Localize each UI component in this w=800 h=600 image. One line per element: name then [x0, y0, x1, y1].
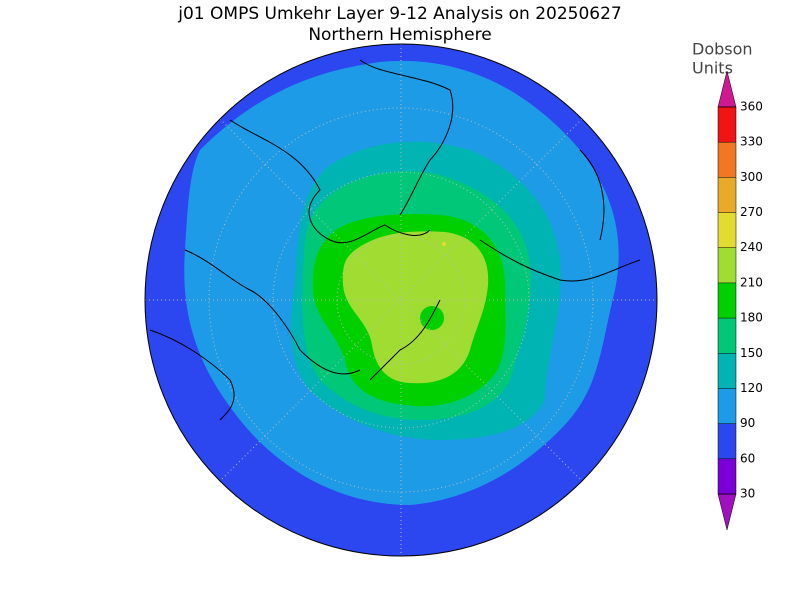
map-title: j01 OMPS Umkehr Layer 9-12 Analysis on 2… [177, 4, 621, 24]
colorbar-band [718, 107, 736, 143]
colorbar: Dobson Units 30 60 90 120 150 180 210 240 270 300… [692, 40, 763, 531]
colorbar-tick-label: 330 [740, 135, 763, 149]
colorbar-label: Units [692, 59, 733, 78]
contour-fill [442, 242, 446, 246]
colorbar-band [718, 247, 736, 283]
map-subtitle: Northern Hemisphere [308, 25, 491, 45]
colorbar-band [718, 177, 736, 213]
colorbar-tick-label: 60 [740, 451, 755, 465]
colorbar-tick-label: 150 [740, 346, 763, 360]
colorbar-band [718, 353, 736, 389]
contour-fill [420, 306, 444, 330]
contour-fill [342, 231, 489, 384]
coastline [149, 59, 641, 421]
colorbar-under [717, 493, 737, 531]
colorbar-tick-label: 90 [740, 416, 755, 430]
colorbar-band [718, 423, 736, 459]
colorbar-tick-label: 240 [740, 240, 763, 254]
colorbar-tick-label: 210 [740, 275, 763, 289]
colorbar-band [718, 458, 736, 494]
colorbar-label: Dobson [692, 40, 753, 59]
colorbar-tick-label: 270 [740, 205, 763, 219]
colorbar-band [718, 142, 736, 178]
colorbar-band [718, 282, 736, 319]
colorbar-tick-label: 30 [740, 487, 755, 501]
graticule [145, 44, 657, 556]
colorbar-band [718, 212, 736, 248]
colorbar-band [718, 388, 736, 424]
colorbar-band [718, 318, 736, 354]
colorbar-tick-label: 360 [740, 100, 763, 114]
colorbar-tick-label: 120 [740, 381, 763, 395]
map [145, 44, 657, 556]
map-border [144, 43, 658, 557]
colorbar-tick-label: 180 [740, 311, 763, 325]
colorbar-tick-label: 300 [740, 170, 763, 184]
